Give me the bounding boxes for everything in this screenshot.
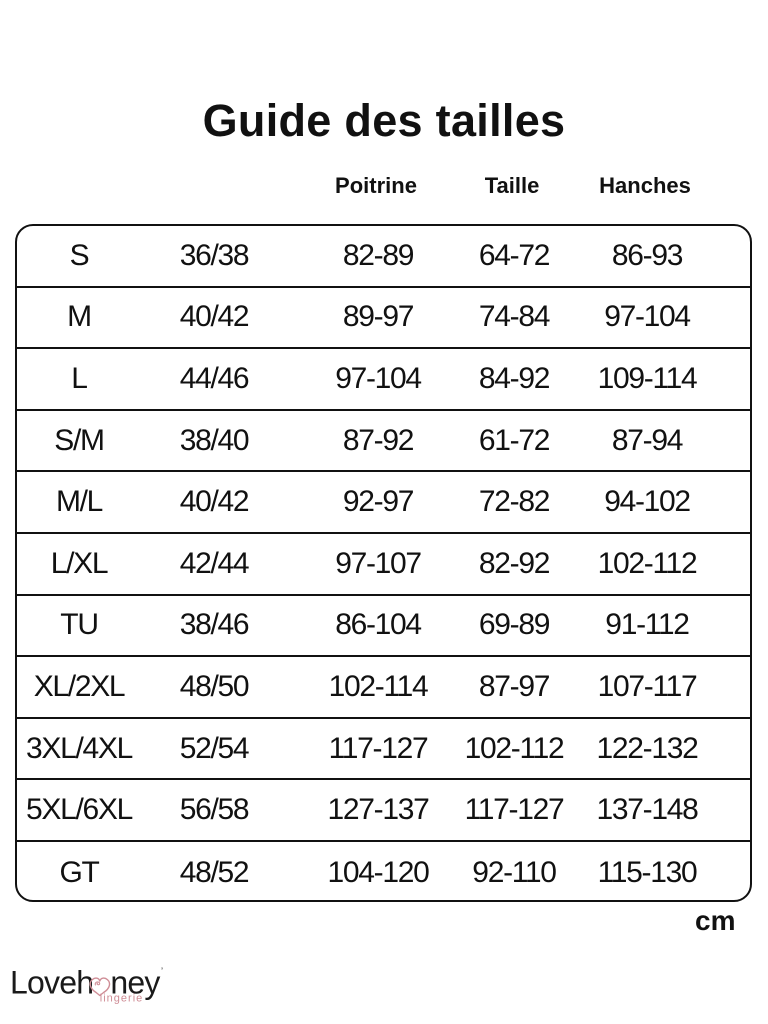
svg-text:’: ’ bbox=[161, 966, 163, 976]
svg-text:lingerie: lingerie bbox=[100, 993, 143, 1005]
svg-text:Loveh: Loveh bbox=[10, 965, 93, 1001]
